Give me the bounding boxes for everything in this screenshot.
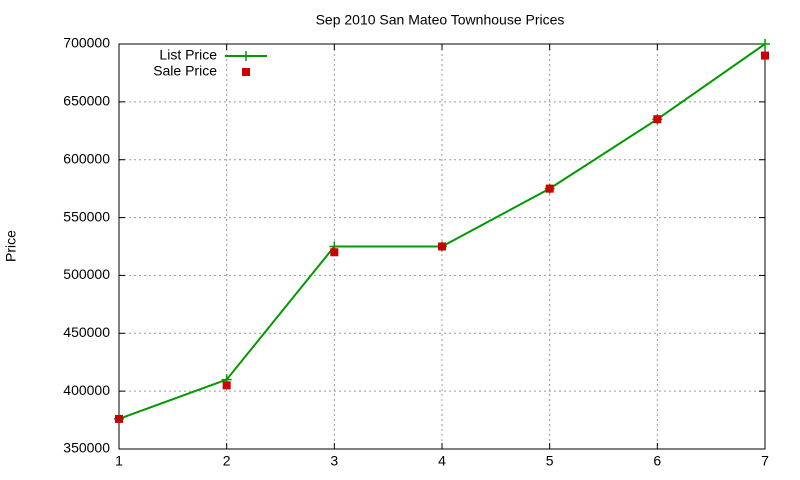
point-marker bbox=[653, 115, 662, 124]
x-tick-label: 6 bbox=[653, 453, 661, 469]
legend-marker bbox=[242, 68, 250, 76]
y-tick-label: 650000 bbox=[63, 93, 110, 109]
point-marker bbox=[115, 414, 123, 423]
legend-label: Sale Price bbox=[153, 63, 217, 79]
x-tick-label: 7 bbox=[761, 453, 769, 469]
legend-marker bbox=[241, 51, 251, 61]
x-tick-label: 2 bbox=[223, 453, 231, 469]
y-tick-label: 400000 bbox=[63, 382, 110, 398]
y-tick-label: 700000 bbox=[63, 35, 110, 51]
point-marker bbox=[545, 184, 554, 193]
x-tick-label: 5 bbox=[546, 453, 554, 469]
chart-title: Sep 2010 San Mateo Townhouse Prices bbox=[316, 12, 565, 28]
x-tick-label: 3 bbox=[330, 453, 338, 469]
point-marker bbox=[438, 242, 446, 251]
point-marker bbox=[330, 248, 339, 257]
y-tick-label: 550000 bbox=[63, 208, 110, 224]
y-tick-label: 600000 bbox=[63, 150, 110, 166]
plot-frame bbox=[118, 43, 766, 450]
y-axis-label: Price bbox=[3, 230, 19, 262]
legend-label: List Price bbox=[159, 47, 217, 63]
y-tick-label: 500000 bbox=[63, 266, 110, 282]
point-marker bbox=[222, 381, 231, 390]
y-tick-label: 450000 bbox=[63, 324, 110, 340]
x-tick-label: 1 bbox=[115, 453, 123, 469]
y-tick-label: 350000 bbox=[63, 440, 110, 456]
x-tick-label: 4 bbox=[438, 453, 446, 469]
point-marker bbox=[760, 39, 770, 49]
point-marker bbox=[761, 51, 769, 60]
